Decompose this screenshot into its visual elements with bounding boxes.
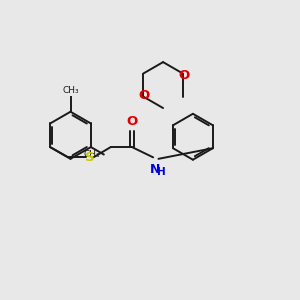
- Text: O: O: [139, 88, 150, 102]
- Text: S: S: [85, 151, 94, 164]
- Text: CH₃: CH₃: [62, 85, 79, 94]
- Text: H: H: [157, 167, 166, 177]
- Text: O: O: [126, 115, 138, 128]
- Text: CH₃: CH₃: [83, 150, 100, 159]
- Text: O: O: [178, 69, 190, 82]
- Text: N: N: [149, 163, 160, 176]
